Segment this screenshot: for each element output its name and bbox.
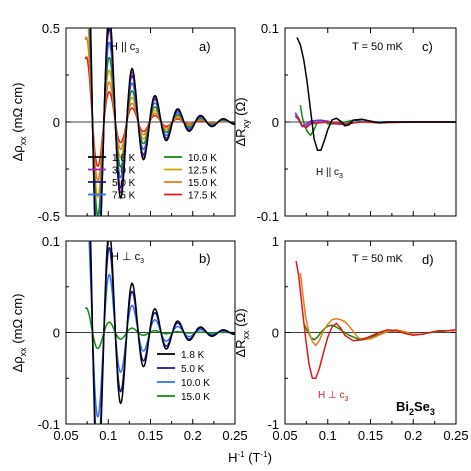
panel-b-xtick-label-3: 0.2 <box>184 428 202 443</box>
panel-d-label: d) <box>422 252 434 267</box>
panel-b-series-2-line <box>88 241 235 418</box>
panel-a-label: a) <box>199 39 211 54</box>
panel-d-series-group <box>285 260 456 380</box>
panel-b-ytick-label-0: -0.1 <box>38 417 60 432</box>
shared-xlabel: H-1 (T-1) <box>228 450 272 465</box>
panel-c: -0.1 0 0.1 T = 50 mK c) H || c3 ΔRxy (Ω) <box>233 21 457 224</box>
panel-d-series-0-line <box>295 260 456 380</box>
legend-label-b-3: 15.0 K <box>181 392 210 403</box>
panel-a-ytick-label-0: -0.5 <box>38 209 60 224</box>
panel-a-plot <box>66 28 235 216</box>
panel-d-ytick-label-2: 1 <box>272 234 279 249</box>
panel-b: 0.05 0.1 0.15 0.2 0.25 -0.1 0 0.1 H ⊥ c3 b) 1.8… <box>10 234 248 443</box>
panel-a-ytick-label-1: 0 <box>53 115 60 130</box>
panel-c-temperature: T = 50 mK <box>352 41 404 53</box>
panel-a-series-1-line <box>89 28 235 216</box>
legend-label-a-2: 5.0 K <box>112 178 136 189</box>
legend-label-b-0: 1.8 K <box>181 350 205 361</box>
panel-a-condition: H || c3 <box>110 41 139 55</box>
panel-b-ylabel: Δρxx (mΩ cm) <box>10 294 28 373</box>
panel-c-plot <box>285 37 456 151</box>
panel-b-legend: 1.8 K 5.0 K 10.0 K 15.0 K <box>157 350 210 403</box>
panel-d-xtick-label-0: 0.05 <box>272 428 297 443</box>
panel-c-series-0-line <box>296 37 456 151</box>
panel-d-plot <box>285 260 456 380</box>
panel-b-ytick-label-1: 0 <box>53 326 60 341</box>
panel-d-xtick-label-1: 0.1 <box>319 428 337 443</box>
panel-a-series-group <box>66 28 235 216</box>
panel-d-ticks: 0.05 0.1 0.15 0.2 0.25 -1 0 1 <box>267 234 468 443</box>
panel-c-ylabel: ΔRxy (Ω) <box>233 97 251 146</box>
legend-label-a-1: 3.0 K <box>112 166 136 177</box>
panel-b-ytick-label-2: 0.1 <box>42 234 60 249</box>
panel-c-ytick-label-0: -0.1 <box>257 209 279 224</box>
panel-d-condition: H ⊥ c3 <box>318 390 349 403</box>
legend-label-b-1: 5.0 K <box>181 364 205 375</box>
panel-b-xtick-label-2: 0.15 <box>138 428 163 443</box>
panel-c-label: c) <box>422 39 433 54</box>
panel-c-series-group <box>285 37 456 151</box>
panel-b-xtick-label-1: 0.1 <box>99 428 117 443</box>
panel-a-series-0-line <box>89 28 235 216</box>
panel-d-xtick-label-3: 0.2 <box>404 428 422 443</box>
panel-c-ticks: -0.1 0 0.1 <box>257 21 457 224</box>
panel-b-series-group <box>66 241 235 424</box>
panel-a-legend: 1.8 K 3.0 K5.0 K 7.5 K 10.0 K 12.5 K15.0 K 17… <box>88 153 217 202</box>
panel-b-xtick-label-4: 0.25 <box>222 428 247 443</box>
panel-b-plot <box>66 241 235 424</box>
panel-a-ylabel: Δρxx (mΩ cm) <box>10 83 28 162</box>
material-label: Bi2Se3 <box>396 399 435 417</box>
panel-d-ytick-label-0: -1 <box>267 417 279 432</box>
legend-label-a-0: 1.8 K <box>112 153 136 164</box>
legend-label-b-2: 10.0 K <box>181 378 210 389</box>
panel-c-ytick-label-1: 0 <box>272 115 279 130</box>
panel-b-xtick-label-0: 0.05 <box>53 428 78 443</box>
panel-d-ylabel: ΔRxx (Ω) <box>233 308 251 357</box>
legend-label-a-7: 17.5 K <box>188 191 217 202</box>
panel-a-ytick-label-2: 0.5 <box>42 21 60 36</box>
panel-d: 0.05 0.1 0.15 0.2 0.25 -1 0 1 T = 50 mK d) H ⊥ … <box>233 234 469 443</box>
legend-label-a-4: 10.0 K <box>188 153 217 164</box>
panel-b-condition: H ⊥ c3 <box>111 251 144 265</box>
panel-b-ticks: 0.05 0.1 0.15 0.2 0.25 -0.1 0 0.1 <box>38 234 248 443</box>
legend-label-a-3: 7.5 K <box>112 191 136 202</box>
panel-b-series-0-line <box>89 241 235 424</box>
panel-c-ytick-label-2: 0.1 <box>261 21 279 36</box>
panel-c-condition: H || c3 <box>316 167 343 180</box>
legend-label-a-5: 12.5 K <box>188 166 217 177</box>
panel-a-ticks: -0.5 0 0.5 <box>38 21 236 224</box>
legend-label-a-6: 15.0 K <box>188 178 217 189</box>
panel-c-series-3-line <box>294 112 456 127</box>
panel-d-temperature: T = 50 mK <box>352 253 404 265</box>
panel-d-ytick-label-1: 0 <box>272 326 279 341</box>
panel-d-xtick-label-4: 0.25 <box>443 428 468 443</box>
panel-d-xtick-label-2: 0.15 <box>358 428 383 443</box>
panel-b-label: b) <box>199 251 211 266</box>
